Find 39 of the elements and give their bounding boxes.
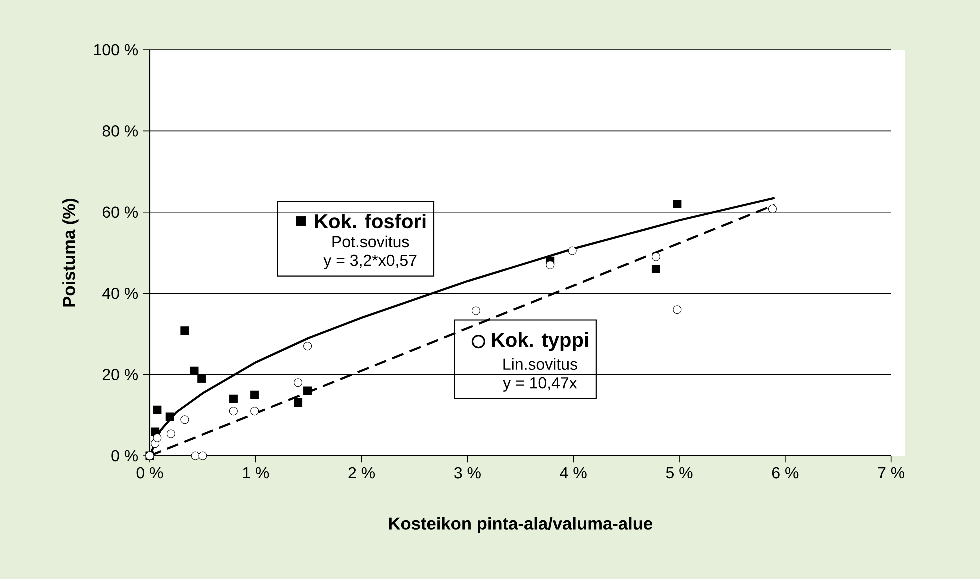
point <box>229 394 238 404</box>
y-tick-label: 100 % <box>94 44 138 56</box>
x-tick-label: 0 % <box>136 467 164 479</box>
point <box>673 200 682 209</box>
point <box>180 326 190 336</box>
y-tick-label: 0 % <box>112 450 138 462</box>
annotation: Pot.sovitus <box>332 236 410 248</box>
x-tick-label: 4 % <box>560 467 587 479</box>
x-tick-label: 7 % <box>878 467 905 479</box>
point <box>153 406 162 414</box>
y-axis-title: Poistuma (%) <box>62 198 79 307</box>
point <box>546 260 555 270</box>
x-tick-label: 3 % <box>454 467 481 479</box>
point <box>294 398 303 408</box>
x-tick-label: 1 % <box>243 467 270 479</box>
x-tick-label: 5 % <box>666 467 693 479</box>
point <box>191 452 200 460</box>
point <box>568 246 577 256</box>
x-tick-label: 2 % <box>348 467 376 479</box>
point <box>652 264 661 274</box>
x-tick-label: 6 % <box>772 467 799 479</box>
legend-label: Kok. fosfori <box>315 214 426 229</box>
y-tick-label: 60 % <box>102 206 138 218</box>
legend-label: Kok. typpi <box>492 332 588 352</box>
y-tick-label: 20 % <box>102 369 138 380</box>
y-tick-label: 40 % <box>102 288 138 300</box>
point <box>250 407 260 416</box>
point <box>198 374 206 384</box>
point <box>190 366 199 376</box>
x-axis-title: Kosteikon pinta-ala/valuma-alue <box>389 517 653 534</box>
point <box>304 386 312 396</box>
point <box>198 452 208 460</box>
annotation: Lin.sovitus <box>504 358 578 370</box>
annotation: y = 3,2*x0,57 <box>324 254 417 270</box>
point <box>153 434 162 442</box>
point <box>250 390 260 400</box>
y-tick-label: 80 % <box>102 126 138 137</box>
annotation: y = 10,47x <box>503 377 578 392</box>
point <box>166 412 174 422</box>
